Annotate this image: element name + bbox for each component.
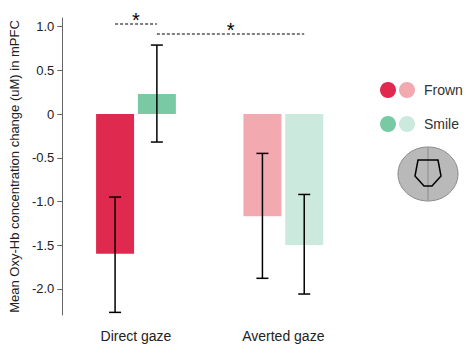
svg-text:-0.5: -0.5 <box>32 150 54 165</box>
svg-text:0.5: 0.5 <box>36 63 54 78</box>
svg-text:Mean Oxy-Hb concentration chan: Mean Oxy-Hb concentration change (uM) in… <box>7 20 22 313</box>
svg-text:Averted gaze: Averted gaze <box>242 328 324 344</box>
svg-text:0: 0 <box>47 107 54 122</box>
svg-text:Direct gaze: Direct gaze <box>101 328 172 344</box>
svg-text:1.0: 1.0 <box>36 19 54 34</box>
svg-text:Smile: Smile <box>424 116 459 132</box>
svg-text:-2.0: -2.0 <box>32 281 54 296</box>
svg-text:*: * <box>132 9 140 31</box>
svg-text:-1.0: -1.0 <box>32 194 54 209</box>
svg-text:*: * <box>227 19 235 41</box>
svg-text:Frown: Frown <box>424 82 463 98</box>
svg-text:-1.5: -1.5 <box>32 238 54 253</box>
